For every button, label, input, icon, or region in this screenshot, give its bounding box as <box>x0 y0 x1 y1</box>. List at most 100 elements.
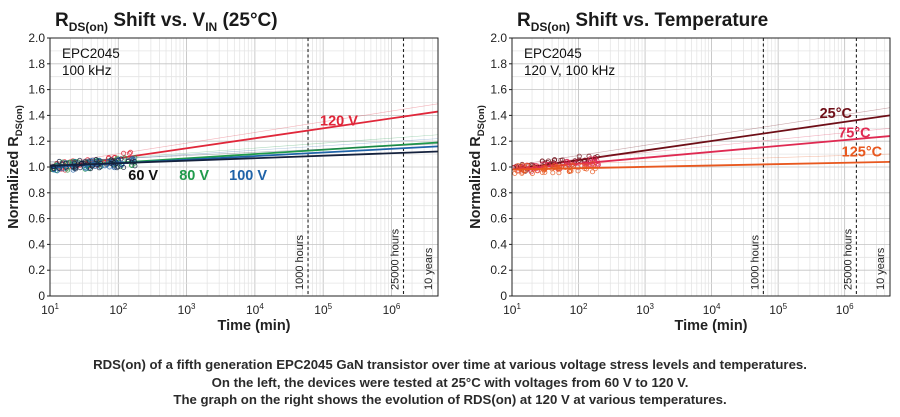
series-envelope <box>512 128 890 167</box>
reference-line-label: 25000 hours <box>390 228 402 290</box>
y-tick-label: 1.6 <box>490 83 507 97</box>
data-point <box>525 162 531 168</box>
series-line <box>50 150 438 167</box>
data-point <box>550 170 556 176</box>
caption-line-1: RDS(on) of a fifth generation EPC2045 Ga… <box>93 357 807 372</box>
x-tick-label: 106 <box>836 302 854 317</box>
y-tick-label: 0.2 <box>28 263 45 277</box>
series-line <box>512 135 890 171</box>
x-axis-label: Time (min) <box>674 318 747 334</box>
figure: 1000 hours 25000 hours 10 years 0 0.2 0.4 0.6 0… <box>6 10 891 334</box>
data-point <box>56 158 62 164</box>
y-tick-label: 2.0 <box>490 31 507 45</box>
y-tick-label: 0 <box>38 289 45 303</box>
data-point <box>520 162 526 168</box>
series-annotation: 60 V <box>128 168 158 184</box>
series-envelope <box>512 107 890 167</box>
y-tick-label: 0.6 <box>490 212 507 226</box>
x-axis-label: Time (min) <box>217 318 290 334</box>
series-envelope <box>50 134 438 164</box>
caption-line-3: The graph on the right shows the evoluti… <box>173 392 727 407</box>
y-tick-label: 0.8 <box>490 186 507 200</box>
x-tick-label: 101 <box>41 302 59 317</box>
data-point <box>590 161 596 167</box>
y-tick-label: 1.0 <box>28 160 45 174</box>
reference-line-label: 1000 hours <box>749 234 761 290</box>
series-annotation: 75°C <box>838 125 871 141</box>
y-tick-label: 1.4 <box>28 108 45 122</box>
data-point <box>114 165 120 171</box>
reference-line-label: 10 years <box>875 247 887 290</box>
x-tick-label: 105 <box>769 302 787 317</box>
series-line <box>512 114 890 171</box>
x-tick-label: 105 <box>314 302 332 317</box>
series-envelope <box>50 103 438 165</box>
figure-caption: RDS(on) of a fifth generation EPC2045 Ga… <box>0 356 900 409</box>
data-point <box>539 158 545 164</box>
data-point <box>50 164 56 170</box>
data-point <box>128 149 134 155</box>
data-point <box>545 158 551 164</box>
data-point <box>591 156 597 162</box>
y-tick-label: 1.2 <box>490 134 507 148</box>
reference-line-label: 1000 hours <box>294 234 306 290</box>
data-point <box>121 150 127 156</box>
data-point <box>121 165 127 171</box>
data-point <box>115 164 121 170</box>
series-envelope <box>50 143 438 163</box>
data-point <box>72 159 78 165</box>
y-tick-label: 1.4 <box>490 108 507 122</box>
y-axis-label: Normalized RDS(on) <box>468 105 487 229</box>
y-tick-label: 0.4 <box>490 237 507 251</box>
data-point <box>552 157 558 163</box>
data-point <box>72 165 78 171</box>
data-point <box>126 150 132 156</box>
x-tick-label: 102 <box>570 302 588 317</box>
chart-panel-1: 1000 hours 25000 hours 10 years 0 0.2 0.4 0.6 0… <box>6 10 439 334</box>
series-group <box>512 107 890 176</box>
data-point <box>60 159 66 165</box>
x-tick-label: 106 <box>383 302 401 317</box>
chart-panel-2: 1000 hours 25000 hours 10 years 0 0.2 0.4 0.6 0… <box>468 10 891 334</box>
series-annotation: 125°C <box>842 145 883 161</box>
caption-line-2: On the left, the devices were tested at … <box>211 374 689 390</box>
data-point <box>118 156 124 162</box>
y-tick-label: 0.8 <box>28 186 45 200</box>
reference-line-label: 25000 hours <box>842 228 854 290</box>
data-point <box>551 163 557 169</box>
series-envelope <box>50 138 438 164</box>
data-point <box>529 170 535 176</box>
data-point <box>564 158 570 164</box>
data-point <box>539 169 545 175</box>
y-tick-label: 0.6 <box>28 212 45 226</box>
series-group <box>50 103 438 174</box>
series-annotation: 25°C <box>820 106 853 122</box>
y-tick-label: 1.6 <box>28 83 45 97</box>
data-point <box>590 169 596 175</box>
chart-title: RDS(on) Shift vs. Temperature <box>517 10 768 34</box>
data-point <box>93 157 99 163</box>
reference-line-label: 10 years <box>423 247 435 290</box>
y-tick-label: 0.2 <box>490 263 507 277</box>
series-envelope <box>512 153 890 167</box>
x-tick-label: 104 <box>246 302 264 317</box>
y-tick-label: 1.2 <box>28 134 45 148</box>
data-point <box>81 160 87 166</box>
series-annotation: 100 V <box>229 168 267 184</box>
data-point <box>96 165 102 171</box>
series-annotation: 80 V <box>179 168 209 184</box>
data-point <box>86 158 92 164</box>
y-axis-label: Normalized RDS(on) <box>6 105 25 229</box>
data-point <box>512 170 518 176</box>
data-point <box>515 163 521 169</box>
y-tick-label: 2.0 <box>28 31 45 45</box>
data-point <box>96 157 102 163</box>
x-tick-label: 102 <box>109 302 127 317</box>
data-point <box>569 162 575 168</box>
series-annotation: 120 V <box>320 114 358 130</box>
grid <box>512 38 890 296</box>
y-tick-label: 1.0 <box>490 160 507 174</box>
y-tick-label: 0 <box>500 289 507 303</box>
x-tick-label: 101 <box>503 302 521 317</box>
x-tick-label: 103 <box>178 302 196 317</box>
